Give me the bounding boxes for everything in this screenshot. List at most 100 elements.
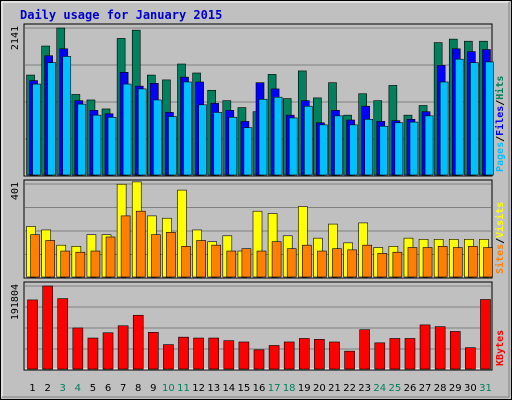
x-tick-29: 29 — [449, 383, 462, 394]
bar-pages-day-2 — [47, 62, 56, 176]
bar-pages-day-31 — [485, 61, 494, 176]
x-tick-18: 18 — [283, 383, 296, 394]
x-tick-24: 24 — [373, 383, 386, 394]
x-tick-31: 31 — [479, 383, 492, 394]
x-tick-16: 16 — [253, 383, 266, 394]
bar-pages-day-8 — [137, 88, 147, 176]
bar-pages-day-4 — [77, 103, 87, 176]
bar-sites-day-22 — [347, 249, 357, 278]
x-tick-30: 30 — [464, 383, 477, 394]
bar-kbytes-day-18 — [283, 341, 295, 370]
bar-sites-day-10 — [166, 231, 176, 278]
legend-files: Files — [494, 106, 506, 136]
legend-visits: Visits — [494, 202, 506, 238]
x-tick-13: 13 — [207, 383, 220, 394]
bar-pages-day-14 — [228, 116, 238, 176]
bar-kbytes-day-26 — [404, 338, 416, 370]
bar-pages-day-28 — [439, 81, 449, 176]
bar-pages-day-15 — [243, 127, 253, 176]
bar-sites-day-29 — [452, 247, 463, 278]
bar-pages-day-23 — [364, 119, 373, 176]
bar-pages-day-6 — [107, 116, 117, 176]
bar-pages-day-22 — [349, 124, 358, 176]
bar-sites-day-9 — [151, 234, 161, 278]
x-tick-25: 25 — [389, 383, 402, 394]
bar-kbytes-day-1 — [27, 299, 38, 370]
bar-sites-day-26 — [407, 247, 418, 278]
bar-sites-day-27 — [422, 247, 433, 278]
bar-sites-day-16 — [256, 250, 267, 278]
bar-sites-day-7 — [120, 215, 131, 278]
bar-kbytes-day-25 — [389, 338, 401, 370]
x-tick-20: 20 — [313, 383, 326, 394]
x-tick-2: 2 — [44, 383, 50, 394]
bar-kbytes-day-22 — [344, 350, 355, 370]
bar-sites-day-14 — [226, 250, 237, 278]
x-tick-10: 10 — [162, 383, 175, 394]
bar-pages-day-19 — [303, 105, 313, 176]
x-tick-labels: 1 2 3 4 5 6 7 8 9 10 11 12 13 14 15 16 17 18 19 20 21 22 23 24 2… — [29, 383, 491, 394]
x-tick-28: 28 — [434, 383, 447, 394]
bar-kbytes-day-15 — [238, 341, 250, 370]
bar-pages-day-25 — [394, 122, 404, 176]
x-tick-17: 17 — [268, 383, 281, 394]
bar-kbytes-day-27 — [419, 324, 431, 370]
bar-sites-day-12 — [196, 240, 206, 278]
bar-sites-day-1 — [30, 234, 40, 278]
bar-kbytes-day-4 — [72, 327, 84, 370]
bar-kbytes-day-9 — [148, 332, 159, 370]
bar-kbytes-day-11 — [178, 336, 189, 370]
bar-kbytes-day-21 — [329, 341, 340, 370]
x-tick-3: 3 — [60, 383, 66, 394]
bar-pages-day-18 — [288, 117, 298, 176]
bar-pages-day-29 — [454, 58, 464, 176]
bar-kbytes-day-3 — [57, 298, 69, 370]
bar-kbytes-day-24 — [374, 342, 386, 370]
bar-sites-day-11 — [181, 246, 191, 278]
bar-sites-day-18 — [286, 248, 297, 278]
bar-pages-day-3 — [62, 56, 72, 176]
bar-kbytes-day-19 — [298, 338, 310, 370]
legend-sep1: / — [495, 136, 506, 142]
bar-sites-day-19 — [301, 244, 312, 278]
panel-legend: KBytes — [495, 330, 506, 366]
bar-kbytes-day-17 — [268, 345, 280, 370]
x-tick-11: 11 — [177, 383, 190, 394]
bar-pages-day-7 — [122, 83, 132, 176]
legend-pages: Pages — [495, 142, 506, 172]
x-tick-15: 15 — [238, 383, 251, 394]
bar-sites-day-21 — [332, 248, 342, 278]
bar-kbytes-day-29 — [449, 331, 461, 370]
legend-hits: Hits — [494, 76, 506, 100]
bar-sites-day-3 — [60, 250, 71, 278]
bar-sites-day-24 — [377, 253, 388, 278]
bar-kbytes-day-30 — [465, 347, 476, 370]
bar-kbytes-day-23 — [359, 329, 370, 370]
x-tick-23: 23 — [358, 383, 371, 394]
bar-pages-day-20 — [319, 124, 328, 176]
bar-sites-day-15 — [241, 248, 252, 278]
x-tick-6: 6 — [105, 383, 111, 394]
x-tick-26: 26 — [404, 383, 417, 394]
bar-pages-day-24 — [379, 125, 389, 176]
legend-sep2: / — [495, 100, 506, 106]
x-tick-4: 4 — [75, 383, 81, 394]
bar-kbytes-day-31 — [480, 299, 491, 370]
bar-sites-day-28 — [437, 246, 448, 278]
bar-pages-day-11 — [183, 81, 192, 176]
bar-sites-day-25 — [392, 251, 403, 278]
bar-kbytes-day-10 — [163, 344, 174, 370]
bar-sites-day-13 — [211, 244, 222, 278]
x-tick-22: 22 — [343, 383, 356, 394]
x-tick-8: 8 — [135, 383, 141, 394]
legend-sites: Sites — [494, 244, 506, 274]
x-tick-14: 14 — [222, 383, 235, 394]
bar-sites-day-8 — [135, 210, 146, 278]
panel-middle: 401 Sites/Visits — [10, 179, 506, 279]
legend-kbytes: KBytes — [495, 330, 506, 366]
y-max-label: 191804 — [10, 284, 21, 320]
bar-sites-day-30 — [468, 246, 478, 278]
bar-pages-day-26 — [409, 121, 419, 176]
